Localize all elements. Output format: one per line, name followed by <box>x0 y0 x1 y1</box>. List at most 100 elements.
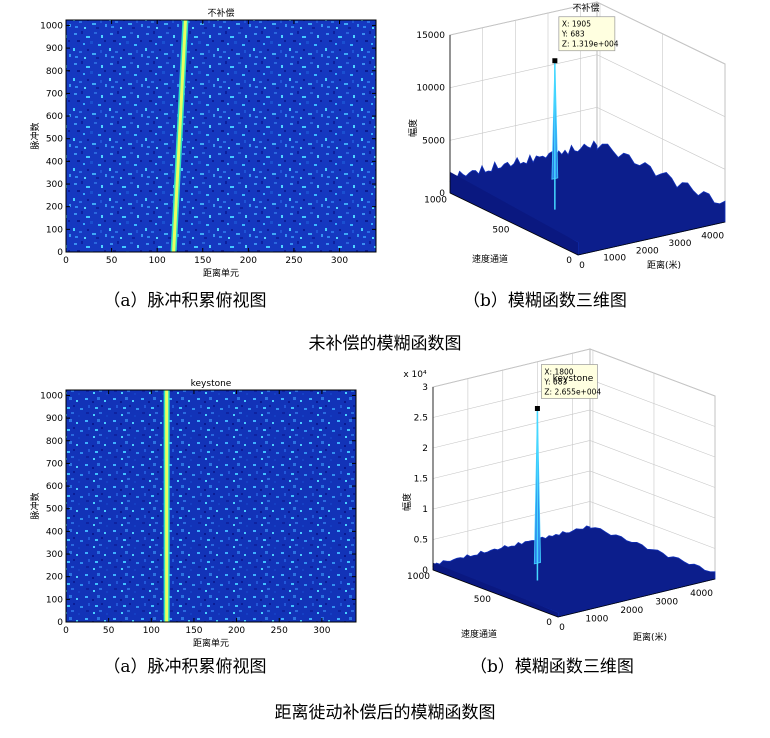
subfigure-caption: （b）模糊函数三维图 <box>470 657 634 677</box>
y-tick-label: 900 <box>46 44 63 54</box>
z-axis-label: 幅度 <box>407 119 419 137</box>
y-tick-label: 1000 <box>40 391 63 401</box>
x-tick-label: 150 <box>194 256 211 266</box>
x-tick-label: 0 <box>559 623 565 633</box>
y-tick-label: 500 <box>46 135 63 145</box>
subfigure-caption: （b）模糊函数三维图 <box>463 291 627 311</box>
y-tick-label: 0 <box>546 618 552 628</box>
chart-title: 不补偿 <box>207 7 234 19</box>
grid-line <box>449 54 726 117</box>
chart-title: keystone <box>553 374 594 384</box>
grid-line <box>432 409 716 458</box>
plot-frame <box>65 19 377 253</box>
y-tick-label: 200 <box>46 573 63 583</box>
x-axis-line <box>557 578 716 618</box>
x-axis-label: 距离(米) <box>647 259 681 271</box>
y-tick-label: 0 <box>57 618 63 628</box>
z-exponent-label: x 10⁴ <box>403 370 427 380</box>
y-axis-label: 脉冲数 <box>29 492 41 519</box>
subfigure-caption: （a）脉冲积累俯视图 <box>103 657 266 677</box>
datatip-line: Z: 1.319e+004 <box>562 40 619 49</box>
grid-line <box>432 501 716 549</box>
y-tick-label: 900 <box>46 414 63 424</box>
x-tick-label: 100 <box>149 256 166 266</box>
x-tick-label: 200 <box>228 626 245 636</box>
datatip-line: X: 1905 <box>562 20 591 29</box>
x-tick-label: 1000 <box>603 254 626 264</box>
y-tick-label: 300 <box>46 180 63 190</box>
z-tick-label: 0 <box>439 189 445 199</box>
z-tick-label: 5000 <box>422 136 445 146</box>
x-tick-label: 200 <box>240 256 257 266</box>
surface-floor <box>432 525 716 618</box>
y-tick-label: 700 <box>46 89 63 99</box>
z-axis-label: 幅度 <box>401 493 413 511</box>
x-tick-label: 250 <box>285 256 302 266</box>
y-tick-label: 500 <box>474 595 491 605</box>
y-tick-label: 100 <box>46 225 63 235</box>
x-tick-label: 2000 <box>620 606 643 616</box>
x-tick-label: 3000 <box>669 239 692 249</box>
x-tick-label: 0 <box>63 256 69 266</box>
x-tick-label: 300 <box>313 626 330 636</box>
datatip-line: Y: 683 <box>543 377 567 386</box>
y-tick-label: 100 <box>46 595 63 605</box>
y-axis-line <box>449 192 579 256</box>
z-tick-label: 0 <box>422 566 428 576</box>
x-axis-label: 距离单元 <box>193 637 229 649</box>
datatip-box <box>558 16 616 52</box>
x-tick-label: 50 <box>106 256 118 266</box>
z-tick-label: 10000 <box>416 84 445 94</box>
y-tick-label: 400 <box>46 157 63 167</box>
x-tick-label: 150 <box>185 626 202 636</box>
y-tick-label: 1000 <box>40 21 63 31</box>
chart-title: keystone <box>191 379 232 389</box>
target-trajectory <box>172 19 187 253</box>
y-tick-label: 800 <box>46 67 63 77</box>
grid-line <box>449 1 726 65</box>
y-tick-label: 300 <box>46 550 63 560</box>
x-tick-label: 0 <box>579 261 585 271</box>
y-axis-label: 速度通道 <box>472 253 508 265</box>
z-tick-label: 2 <box>422 444 428 454</box>
y-tick-label: 800 <box>46 437 63 447</box>
y-axis-label: 速度通道 <box>461 628 497 640</box>
x-axis-label: 距离单元 <box>203 267 239 279</box>
z-tick-label: 1 <box>422 505 428 515</box>
heatmap-field <box>66 20 376 252</box>
x-tick-label: 2000 <box>636 246 659 256</box>
z-tick-label: 3 <box>422 383 428 393</box>
grid-line <box>449 106 726 170</box>
surface-edge <box>450 171 578 255</box>
y-tick-label: 500 <box>492 226 509 236</box>
x-tick-label: 50 <box>103 626 115 636</box>
y-tick-label: 0 <box>566 256 572 266</box>
x-tick-label: 1000 <box>585 615 608 625</box>
y-axis-label: 脉冲数 <box>29 122 41 149</box>
y-tick-label: 1000 <box>407 572 430 582</box>
z-tick-label: 0.5 <box>414 536 428 546</box>
y-tick-label: 200 <box>46 203 63 213</box>
x-tick-label: 250 <box>271 626 288 636</box>
peak-marker <box>534 405 540 411</box>
z-tick-label: 15000 <box>416 31 445 41</box>
x-tick-label: 4000 <box>690 589 713 599</box>
y-axis-line <box>432 569 559 618</box>
grid-line <box>432 470 716 519</box>
grid-line <box>432 348 716 397</box>
datatip-line: X: 1800 <box>544 367 573 376</box>
y-tick-label: 500 <box>46 505 63 515</box>
x-tick-label: 3000 <box>655 598 678 608</box>
heatmap-chart-2: 0 50 100 150 200 250 300 0 100 200 300 400 500 600 700… <box>29 379 357 649</box>
surface-floor <box>449 140 726 256</box>
y-tick-label: 0 <box>57 248 63 258</box>
y-tick-label: 600 <box>46 482 63 492</box>
y-tick-label: 400 <box>46 527 63 537</box>
plot-frame <box>65 389 357 623</box>
y-tick-label: 600 <box>46 112 63 122</box>
x-axis-line <box>577 221 726 256</box>
heatmap-chart-0: 0 50 100 150 200 250 300 0 100 200 300 400 500 600 700… <box>29 7 377 279</box>
x-tick-label: 4000 <box>701 232 724 242</box>
